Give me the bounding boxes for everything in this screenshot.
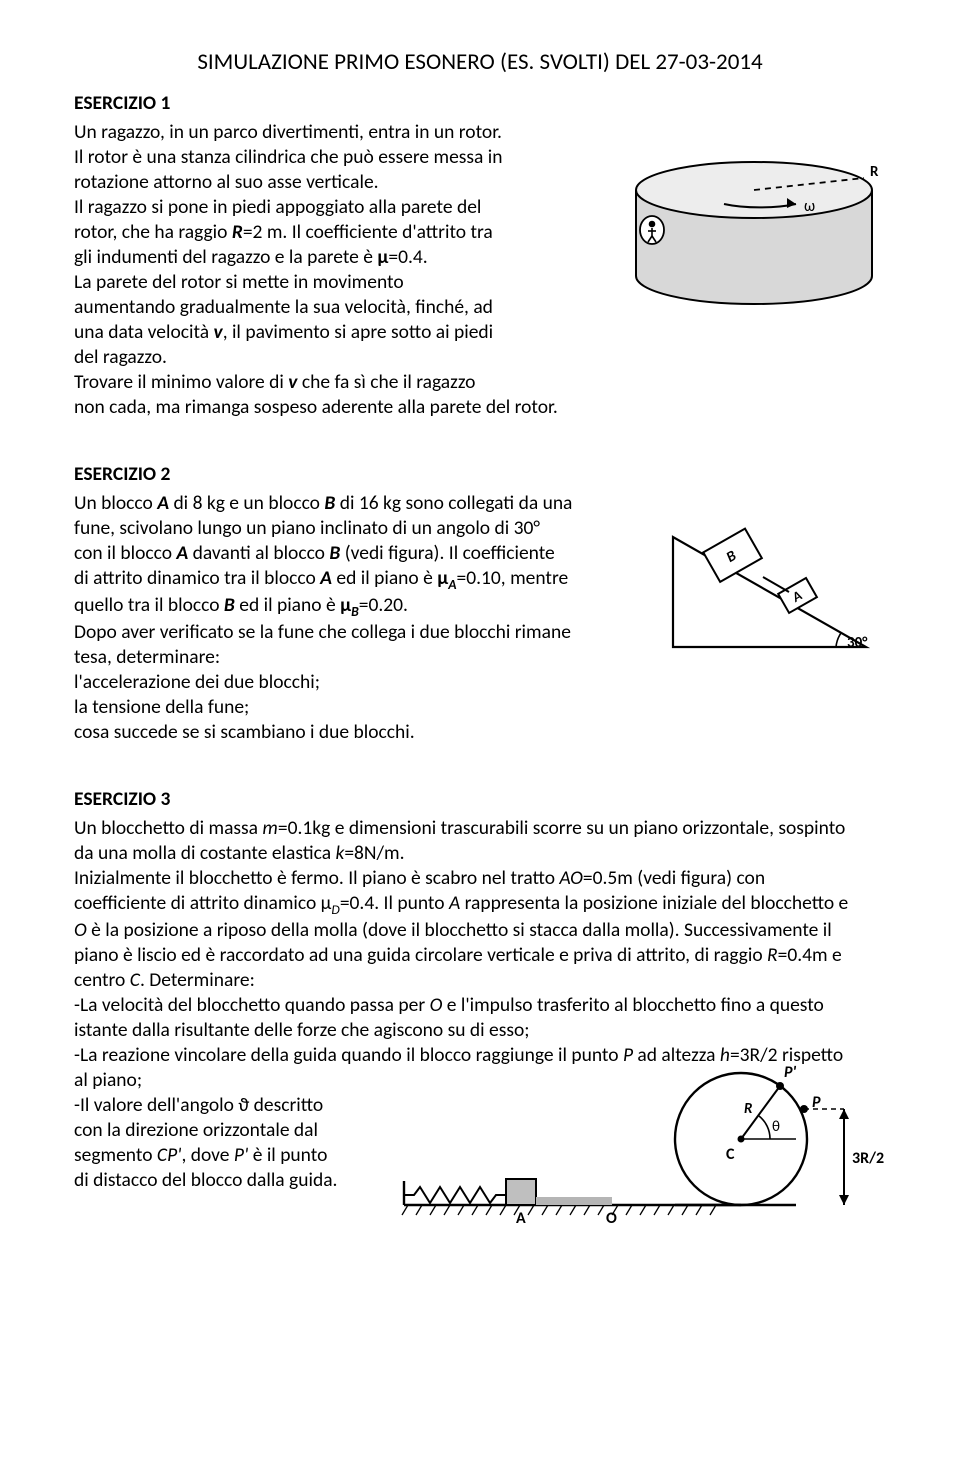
ex3-line: coefficiente di attrito dinamico μD=0.4.… [74, 891, 886, 918]
ex1-line: rotazione attorno al suo asse verticale. [74, 170, 588, 195]
ex2-line: l'accelerazione dei due blocchi; [74, 670, 643, 695]
ex3-line: Un blocchetto di massa m=0.1kg e dimensi… [74, 816, 886, 841]
ex2-line: Un blocco A di 8 kg e un blocco B di 16 … [74, 491, 643, 516]
exercise-3: ESERCIZIO 3 Un blocchetto di massa m=0.1… [74, 787, 886, 1227]
exercise-1-heading: ESERCIZIO 1 [74, 91, 886, 116]
exercise-3-text-tail: -Il valore dell'angolo ϑ descritto con l… [74, 1093, 378, 1193]
ex1-line: Un ragazzo, in un parco divertimenti, en… [74, 120, 588, 145]
svg-text:A: A [516, 1209, 526, 1227]
ex1-line: Trovare il minimo valore di v che fa sì … [74, 370, 588, 395]
ex1-line: Il rotor è una stanza cilindrica che può… [74, 145, 588, 170]
ex2-line: di attrito dinamico tra il blocco A ed i… [74, 566, 643, 593]
svg-text:3R/2: 3R/2 [852, 1149, 884, 1168]
exercise-2-text: Un blocco A di 8 kg e un blocco B di 16 … [74, 491, 643, 745]
svg-text:θ: θ [772, 1118, 780, 1136]
exercise-3-figure: A O C R θ P' P [396, 1037, 886, 1227]
ex2-line: Dopo aver verificato se la fune che coll… [74, 620, 643, 645]
ex3-line: -La velocità del blocchetto quando passa… [74, 993, 886, 1018]
ex3-line: segmento CP', dove P' è il punto [74, 1143, 378, 1168]
svg-text:C: C [726, 1145, 735, 1164]
ex2-line: tesa, determinare: [74, 645, 643, 670]
svg-text:ω: ω [804, 197, 815, 216]
ex3-line: O è la posizione a riposo della molla (d… [74, 918, 886, 943]
exercise-1-text: Un ragazzo, in un parco divertimenti, en… [74, 120, 588, 419]
ex3-line: da una molla di costante elastica k=8N/m… [74, 841, 886, 866]
page-title: SIMULAZIONE PRIMO ESONERO (ES. SVOLTI) D… [74, 48, 886, 77]
ex1-line: Il ragazzo si pone in piedi appoggiato a… [74, 195, 588, 220]
ex2-line: fune, scivolano lungo un piano inclinato… [74, 516, 643, 541]
svg-text:R: R [870, 163, 879, 181]
ex2-line: con il blocco A davanti al blocco B (ved… [74, 541, 643, 566]
exercise-3-heading: ESERCIZIO 3 [74, 787, 886, 812]
ex1-line: La parete del rotor si mette in moviment… [74, 270, 588, 295]
svg-text:P': P' [784, 1063, 797, 1082]
ex2-line: la tensione della fune; [74, 695, 643, 720]
exercise-2-heading: ESERCIZIO 2 [74, 462, 886, 487]
ex1-line: una data velocità v, il pavimento si apr… [74, 320, 588, 345]
svg-text:30°: 30° [847, 634, 868, 652]
ex1-line: aumentando gradualmente la sua velocità,… [74, 295, 588, 320]
exercise-1: ESERCIZIO 1 Un ragazzo, in un parco dive… [74, 91, 886, 419]
ex1-line: del ragazzo. [74, 345, 588, 370]
ex3-line: di distacco del blocco dalla guida. [74, 1168, 378, 1193]
ex2-line: quello tra il blocco B ed il piano è μB=… [74, 593, 643, 620]
ex3-line: Inizialmente il blocchetto è fermo. Il p… [74, 866, 886, 891]
exercise-2: ESERCIZIO 2 Un blocco A di 8 kg e un blo… [74, 462, 886, 745]
ex1-line: gli indumenti del ragazzo e la parete è … [74, 245, 588, 270]
ex2-line: cosa succede se si scambiano i due blocc… [74, 720, 643, 745]
ex3-line: centro C. Determinare: [74, 968, 886, 993]
ex3-line: -Il valore dell'angolo ϑ descritto [74, 1093, 378, 1118]
ex1-line: rotor, che ha raggio R=2 m. Il coefficie… [74, 220, 588, 245]
ex3-line: piano è liscio ed è raccordato ad una gu… [74, 943, 886, 968]
svg-text:O: O [606, 1209, 617, 1227]
ex1-line: non cada, ma rimanga sospeso aderente al… [74, 395, 588, 420]
svg-text:R: R [744, 1100, 752, 1118]
exercise-2-figure: A B 30° [661, 507, 886, 667]
exercise-1-figure: R ω [606, 148, 886, 316]
ex3-line: con la direzione orizzontale dal [74, 1118, 378, 1143]
